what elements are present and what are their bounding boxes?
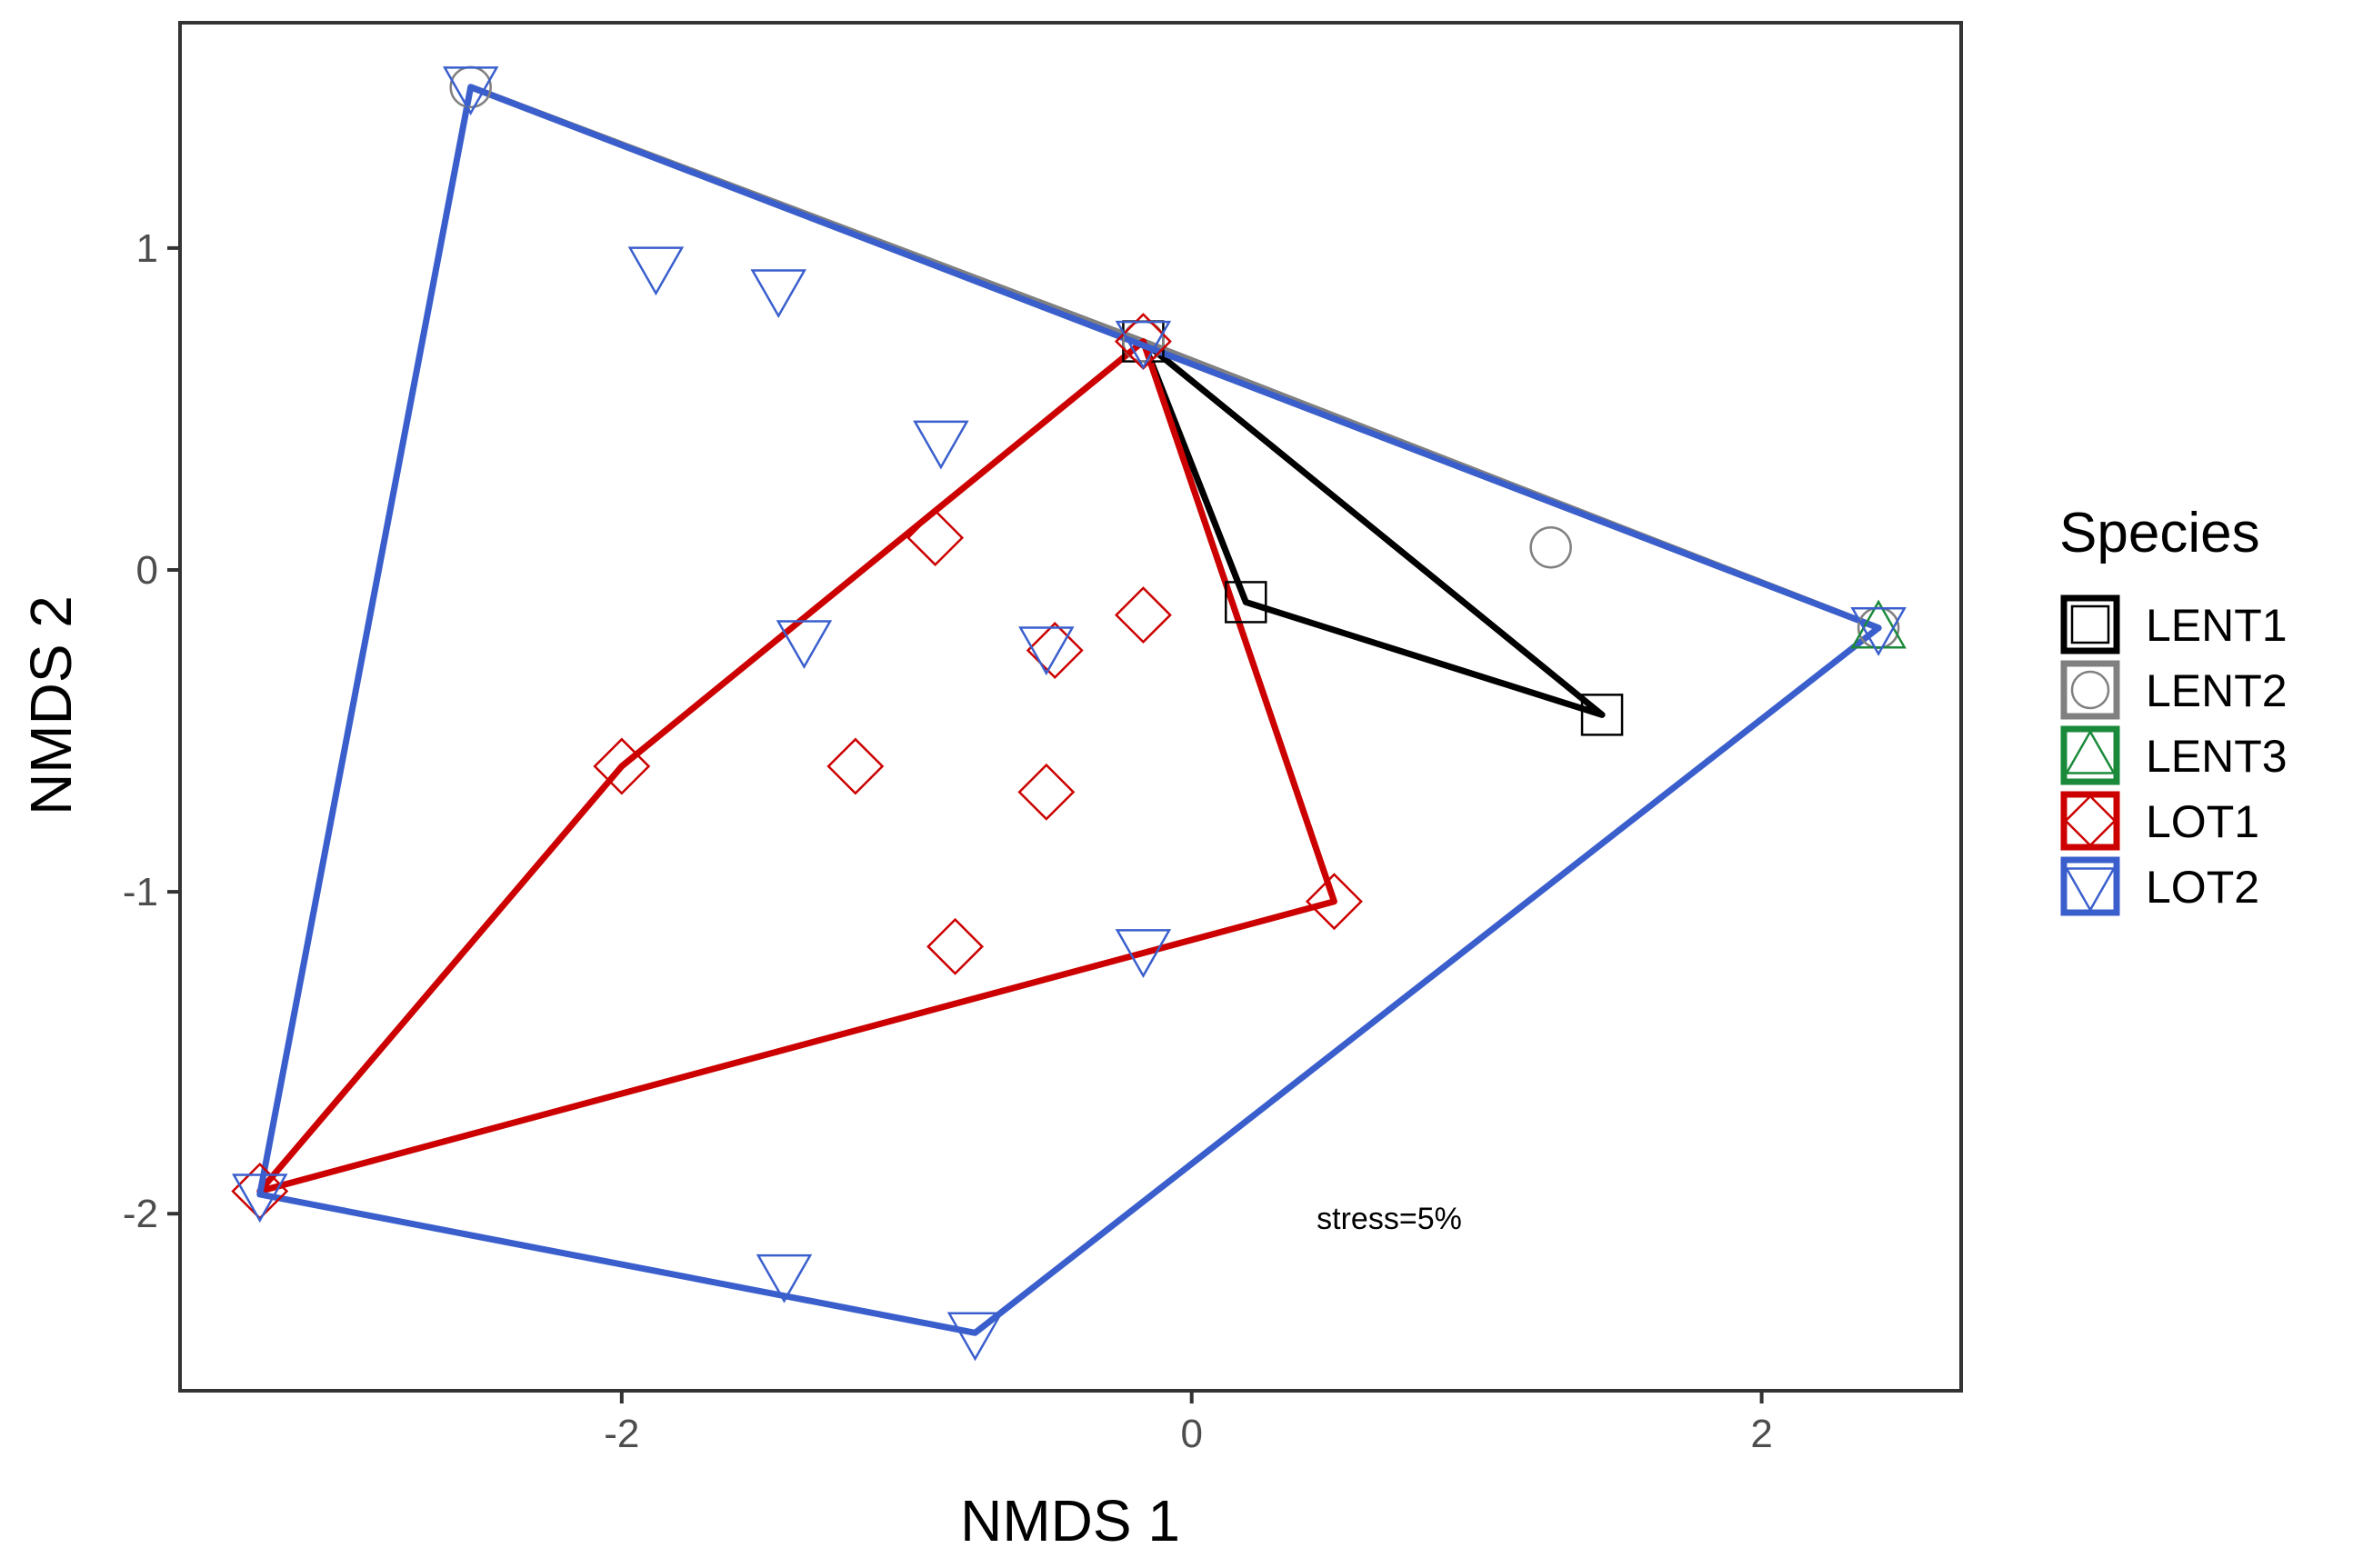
point-lot1 [926,917,985,975]
legend-label-lent2: LENT2 [2146,665,2288,716]
legend-key-lent3 [2060,725,2120,785]
legend-marker-lot1 [2064,794,2117,847]
y-tick-label: 0 [136,548,158,593]
legend-label-lent1: LENT1 [2146,600,2288,651]
x-tick-label: -2 [604,1412,639,1456]
legend-key-lot1 [2060,791,2120,851]
legend-key-lot2 [2060,856,2120,916]
point-lent3 [1850,599,1907,649]
legend-label-lot2: LOT2 [2146,862,2259,913]
panel-border [178,21,1963,1393]
legend-title: Species [2059,502,2260,564]
points-layer [231,65,1907,1362]
legend-marker-lent2 [2070,670,2110,710]
point-lot2 [442,66,499,115]
point-lot2 [750,269,806,319]
stress-annotation: stress=5% [1317,1202,1462,1236]
point-lot2 [1115,929,1172,978]
y-axis-title: NMDS 2 [18,595,84,815]
x-axis-title: NMDS 1 [960,1488,1180,1553]
point-lent1 [1580,694,1624,736]
y-axis: -2 -1 0 1 [123,226,180,1236]
point-lot2 [627,246,685,296]
point-lent2 [1529,525,1572,569]
point-lot1 [906,509,965,567]
hull-lot2 [256,84,1882,1336]
point-lot1 [1026,622,1084,679]
point-lot2 [1018,626,1075,676]
legend-key-lent2 [2060,660,2120,720]
point-lot1 [593,737,651,795]
point-lot1 [1114,586,1172,644]
point-lot2 [776,620,833,670]
x-tick-label: 0 [1180,1412,1202,1456]
legend-key-lent1 [2060,594,2120,654]
point-lot1 [1017,763,1076,821]
x-axis: -2 0 2 [604,1391,1773,1456]
hull-lent1 [1139,338,1606,718]
point-lent1 [1225,581,1267,624]
point-lot2 [1115,320,1172,370]
y-tick-label: -2 [123,1192,158,1236]
hulls-layer [256,84,1882,1336]
legend-marker-lot2 [2064,867,2117,913]
legend-label-lent3: LENT3 [2146,731,2288,782]
point-lot2 [756,1253,813,1303]
point-lot1 [826,737,885,795]
point-lot2 [1850,607,1907,656]
point-lot1 [1305,873,1363,931]
point-lot2 [946,1312,1004,1362]
legend-label-lot1: LOT1 [2146,796,2259,847]
point-lot2 [232,1174,288,1223]
y-tick-label: 1 [136,226,158,271]
legend-marker-lent1 [2070,604,2110,644]
x-tick-label: 2 [1750,1412,1772,1456]
legend: Species LENT1 LENT2 LENT3 LOT1 LOT2 [2059,502,2288,916]
point-lot2 [913,420,969,470]
y-tick-label: -1 [123,870,158,914]
legend-marker-lent3 [2064,729,2117,774]
